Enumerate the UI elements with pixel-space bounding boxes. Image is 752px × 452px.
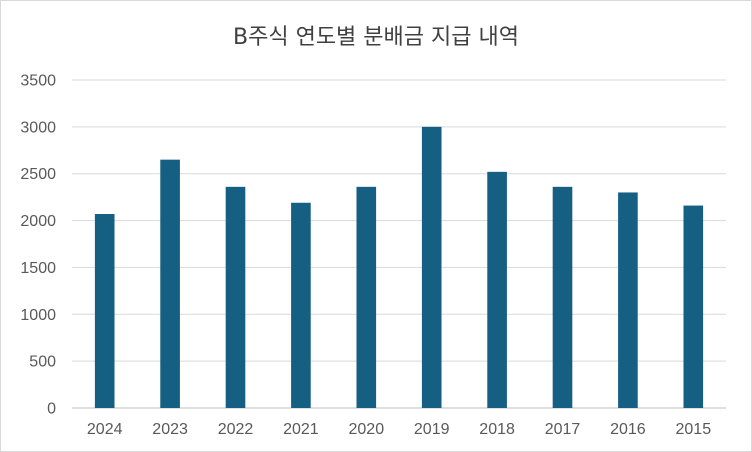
bar xyxy=(291,202,311,408)
bar xyxy=(487,171,507,408)
bar xyxy=(94,214,115,408)
gridlines xyxy=(72,79,726,409)
y-tick-label: 2000 xyxy=(20,213,56,230)
x-tick-label: 2022 xyxy=(218,421,254,438)
y-tick-label: 500 xyxy=(29,354,56,371)
x-tick-label: 2016 xyxy=(610,421,646,438)
bar xyxy=(356,186,377,408)
x-tick-label: 2021 xyxy=(283,421,319,438)
x-tick-label: 2018 xyxy=(479,421,515,438)
bar xyxy=(552,186,573,408)
bar-series xyxy=(94,126,704,408)
y-tick-label: 3500 xyxy=(20,73,56,90)
bar xyxy=(225,186,246,408)
bar xyxy=(683,205,704,408)
y-tick-label: 1500 xyxy=(20,260,56,277)
bar xyxy=(618,192,638,408)
x-tick-label: 2020 xyxy=(349,421,385,438)
y-tick-label: 2500 xyxy=(20,166,56,183)
y-tick-label: 3000 xyxy=(20,119,56,136)
x-tick-label: 2023 xyxy=(152,421,188,438)
x-tick-label: 2019 xyxy=(414,421,450,438)
bar xyxy=(160,159,180,408)
y-tick-label: 0 xyxy=(47,401,56,418)
x-tick-label: 2015 xyxy=(676,421,712,438)
y-axis-ticks: 0 500 1000 1500 2000 2500 3000 3500 xyxy=(20,73,56,418)
x-axis-ticks: 2024 2023 2022 2021 2020 2019 2018 2017 2016 2015 xyxy=(87,421,711,438)
chart-title: B주식 연도별 분배금 지급 내역 xyxy=(233,25,519,50)
bar xyxy=(421,126,442,408)
x-tick-label: 2017 xyxy=(545,421,581,438)
x-tick-label: 2024 xyxy=(87,421,123,438)
y-tick-label: 1000 xyxy=(20,307,56,324)
